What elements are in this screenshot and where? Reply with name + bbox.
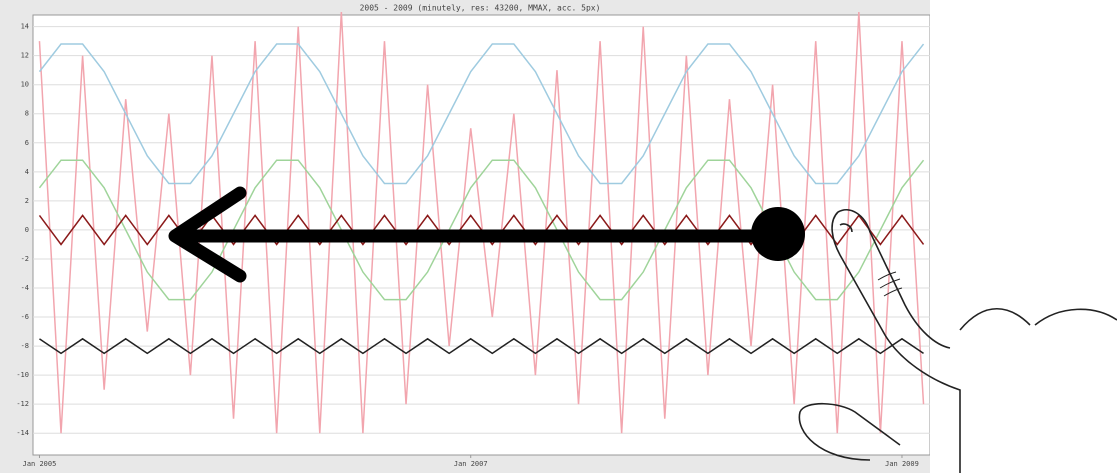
y-tick-label: 4 [25,168,29,176]
y-tick-label: -10 [16,371,29,379]
y-tick-label: 14 [21,23,29,31]
y-tick-label: -4 [21,284,29,292]
y-tick-label: 6 [25,139,29,147]
y-tick-label: -14 [16,429,29,437]
y-tick-label: -6 [21,313,29,321]
y-tick-label: -2 [21,255,29,263]
y-tick-label: 0 [25,226,29,234]
y-tick-label: 8 [25,110,29,118]
chart-title: 2005 - 2009 (minutely, res: 43200, MMAX,… [360,4,601,13]
chart: 2005 - 2009 (minutely, res: 43200, MMAX,… [0,0,1117,473]
x-tick-label: Jan 2005 [23,460,57,468]
y-tick-label: 2 [25,197,29,205]
side-area [930,0,1117,473]
x-tick-label: Jan 2009 [885,460,919,468]
y-tick-label: 12 [21,52,29,60]
y-tick-label: -8 [21,342,29,350]
page: 2005 - 2009 (minutely, res: 43200, MMAX,… [0,0,1117,473]
y-tick-label: 10 [21,81,29,89]
touch-point [751,207,805,261]
y-tick-label: -12 [16,400,29,408]
x-tick-label: Jan 2007 [454,460,488,468]
